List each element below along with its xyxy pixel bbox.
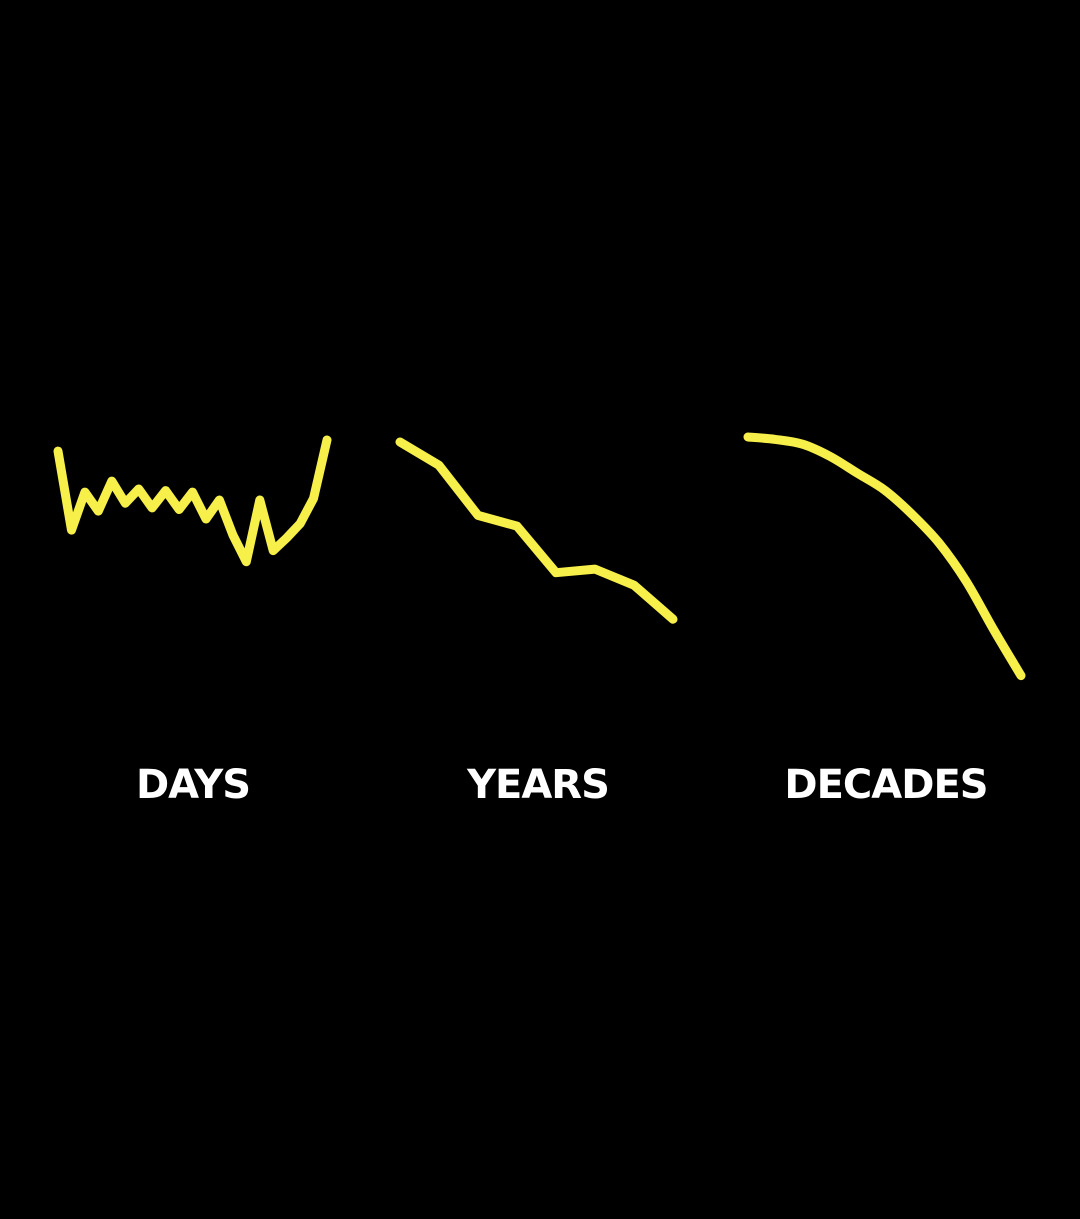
years-label: YEARS: [467, 762, 610, 808]
days-label: DAYS: [135, 762, 251, 808]
days-line: [53, 435, 332, 567]
years-line: [395, 437, 678, 624]
years-chart: [395, 437, 678, 624]
days-chart: [53, 435, 332, 567]
decades-chart: [743, 432, 1026, 681]
decades-label: DECADES: [784, 762, 988, 808]
decades-line: [743, 432, 1026, 681]
